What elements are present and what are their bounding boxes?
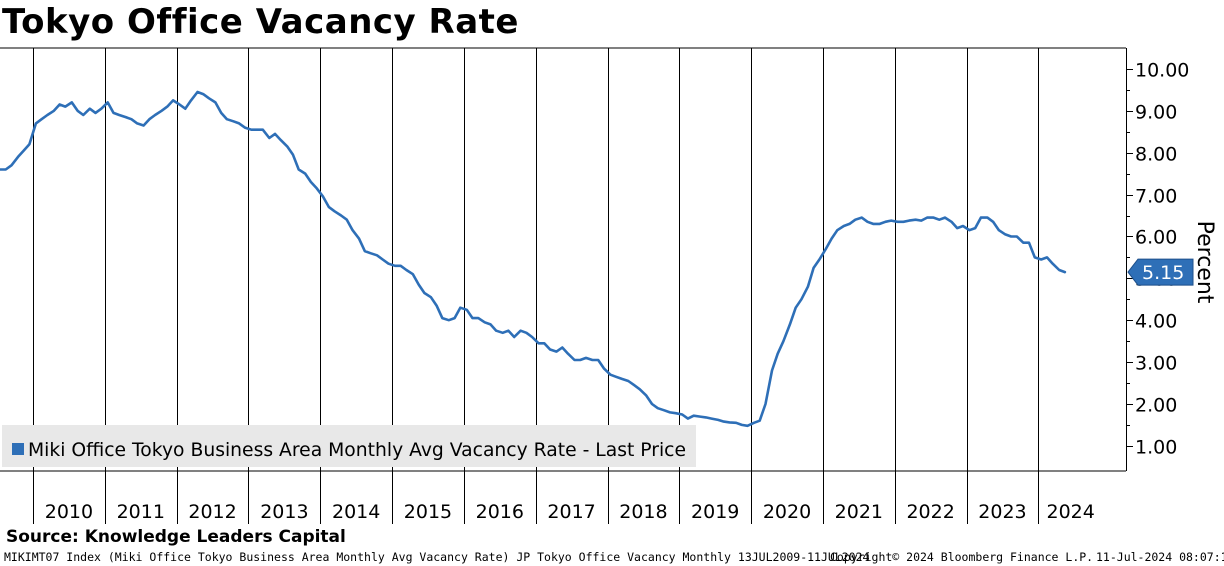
x-tick-label: 2019	[691, 501, 739, 523]
legend-box	[2, 425, 696, 467]
x-axis-ticks	[33, 471, 1039, 524]
y-tick-label: 9.00	[1135, 102, 1177, 124]
x-tick-label: 2013	[260, 501, 308, 523]
legend-swatch	[12, 443, 24, 455]
y-tick-label: 3.00	[1135, 353, 1177, 375]
x-tick-label: 2014	[332, 501, 380, 523]
x-tick-label: 2010	[45, 501, 93, 523]
x-axis-labels: 2010 2011 2012 2013 2014 2015 2016 2017 2018 2019…	[45, 501, 1095, 523]
x-tick-label: 2017	[547, 501, 595, 523]
last-value-tag	[1127, 258, 1194, 286]
y-tick-label: 6.00	[1135, 227, 1177, 249]
y-tick-label: 4.00	[1135, 311, 1177, 333]
x-tick-label: 2022	[906, 501, 954, 523]
last-value-label: 5.15	[1142, 262, 1184, 284]
chart-title: Tokyo Office Vacancy Rate	[2, 2, 519, 42]
y-tick-label: 2.00	[1135, 395, 1177, 417]
x-tick-label: 2023	[978, 501, 1026, 523]
x-tick-label: 2021	[835, 501, 883, 523]
series-group	[0, 90, 1067, 428]
x-tick-label: 2015	[404, 501, 452, 523]
x-tick-label: 2012	[188, 501, 236, 523]
timestamp: 11-Jul-2024 08:07:10	[1096, 550, 1224, 564]
grid-lines	[0, 47, 1126, 472]
last-value-marker: 5.15	[1127, 258, 1194, 286]
y-tick-label: 7.00	[1135, 186, 1177, 208]
source-note: Source: Knowledge Leaders Capital	[6, 527, 346, 547]
copyright: Copyright© 2024 Bloomberg Finance L.P.	[830, 550, 1094, 564]
y-axis-title: Percent	[1192, 221, 1217, 304]
x-tick-label: 2020	[763, 501, 811, 523]
y-tick-label: 1.00	[1135, 437, 1177, 459]
index-info: MIKIMT07 Index (Miki Office Tokyo Busine…	[4, 550, 870, 564]
x-tick-label: 2024	[1047, 501, 1095, 523]
x-tick-label: 2011	[117, 501, 165, 523]
x-tick-label: 2018	[619, 501, 667, 523]
y-tick-label: 8.00	[1135, 144, 1177, 166]
y-axis-labels: 1.002.003.004.005.006.007.008.009.0010.0…	[1135, 60, 1189, 459]
series-line	[0, 90, 1067, 428]
y-tick-label: 10.00	[1135, 60, 1189, 82]
x-tick-label: 2016	[476, 501, 524, 523]
legend: Miki Office Tokyo Business Area Monthly …	[2, 425, 696, 467]
y-axis	[1126, 48, 1133, 471]
legend-label: Miki Office Tokyo Business Area Monthly …	[28, 439, 686, 461]
